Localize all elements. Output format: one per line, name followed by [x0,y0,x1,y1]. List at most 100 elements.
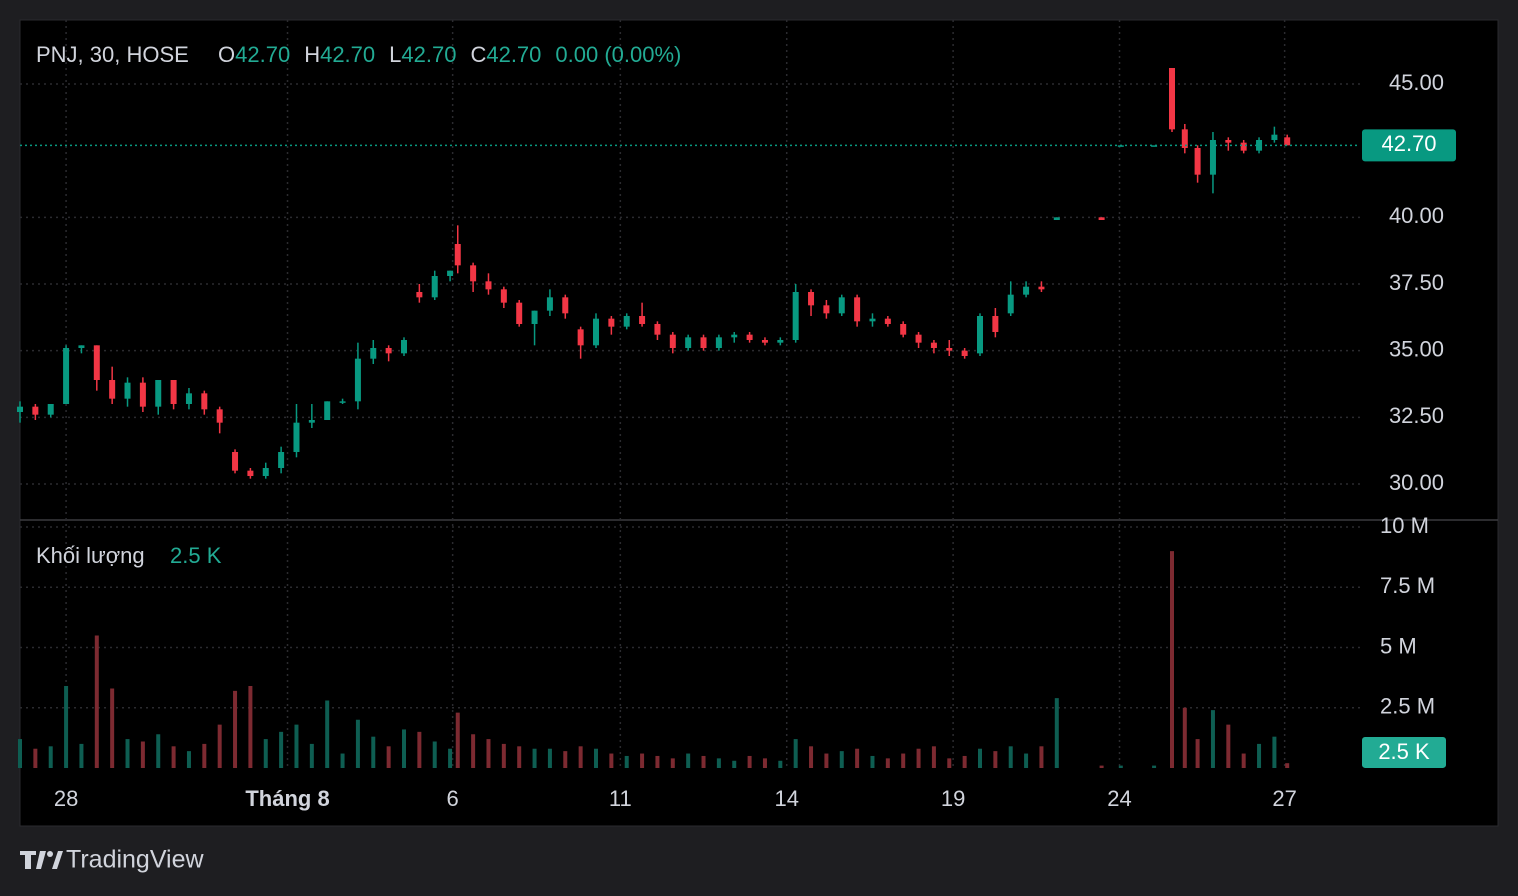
candle-body [93,345,100,380]
candle-body [700,337,707,348]
x-tick-label: 6 [447,786,459,811]
candle-body [447,270,454,276]
candle-body [654,324,661,335]
candle-body [1053,217,1060,220]
candle-body [139,382,146,407]
y-tick-label: 45.00 [1389,70,1444,95]
chart-panel [19,19,1499,827]
candle-body [685,337,692,348]
candle-body [1169,68,1175,130]
candle-body [961,350,968,356]
last-volume-label: 2.5 K [1378,739,1430,764]
last-price-label: 42.70 [1381,131,1436,156]
candle-body [623,316,630,327]
brand-logo [20,851,63,869]
legend-value: 42.70 [486,42,541,67]
volume-tick-label: 5 M [1380,633,1417,658]
candle-body [669,334,676,348]
candle-body [900,324,907,335]
candle-body [216,409,223,423]
legend-key: C [470,42,486,67]
legend-value: 42.70 [401,42,456,67]
x-tick-label: 28 [54,786,78,811]
candle-body [562,297,569,314]
volume-tick-label: 7.5 M [1380,573,1435,598]
x-tick-label: 24 [1107,786,1131,811]
candle-body [470,265,477,282]
volume-value: 2.5 K [170,543,222,568]
candle-body [308,420,315,423]
candle-body [1023,286,1030,295]
brand-name: TradingView [66,846,205,874]
y-tick-label: 37.50 [1389,270,1444,295]
legend-change: 0.00 (0.00%) [555,42,681,67]
candle-body [262,468,269,476]
candle-body [746,334,753,340]
candle-body [516,302,523,324]
candle-body [777,340,784,343]
candle-body [78,345,85,348]
candle-body [823,305,830,314]
candle-body [808,292,815,306]
legend-value: 42.70 [320,42,375,67]
candle-body [869,318,876,322]
candle-body [930,342,937,348]
candle-body [370,348,377,359]
volume-tick-label: 10 M [1380,513,1429,538]
candle-body [247,470,254,476]
x-tick-label: 27 [1272,786,1296,811]
candle-body [324,401,331,420]
candle-body [500,289,507,303]
candle-body [416,292,423,298]
candle-body [1007,294,1014,314]
candle-body [639,316,646,324]
candle-body [109,380,116,399]
candle-body [47,404,54,415]
candle-body [401,340,407,354]
candle-body [124,382,131,399]
candle-body [577,329,584,346]
candle-body [201,393,208,410]
candle-body [454,244,461,266]
last-price-badge [1362,129,1456,162]
candle-body [593,318,599,346]
candle-body [946,348,953,351]
candle-body [838,297,845,314]
x-tick-label: Tháng 8 [245,786,329,811]
candle-body [1209,140,1216,175]
x-tick-label: 11 [609,786,632,811]
candle-body [977,316,983,354]
candle-body [1271,134,1278,140]
candle-body [1194,148,1201,175]
candle-body [1240,142,1247,151]
candle-body [278,452,285,468]
candle-body [32,406,39,415]
candle-body [1038,286,1045,290]
candle-body [339,401,346,403]
volume-tick-label: 2.5 M [1380,694,1435,719]
candle-body [792,292,799,340]
y-tick-label: 40.00 [1389,203,1444,228]
candle-body [155,380,162,407]
candle-body [170,380,177,404]
x-tick-label: 19 [941,786,965,811]
candle-body [17,406,23,412]
candle-body [731,334,738,338]
legend-key: O [218,42,235,67]
candle-body [431,276,438,298]
candle-body [232,452,239,471]
candle-body [992,316,999,332]
legend-key: H [304,42,320,67]
y-tick-label: 30.00 [1389,470,1444,495]
candle-body [854,297,861,322]
candle-body [185,393,192,404]
candle-body [354,358,361,402]
candle-body [761,340,768,343]
x-tick-label: 14 [774,786,798,811]
last-volume-badge [1362,736,1446,768]
candle-body [546,297,553,311]
candle-body [884,318,891,324]
candle-body [715,337,722,348]
